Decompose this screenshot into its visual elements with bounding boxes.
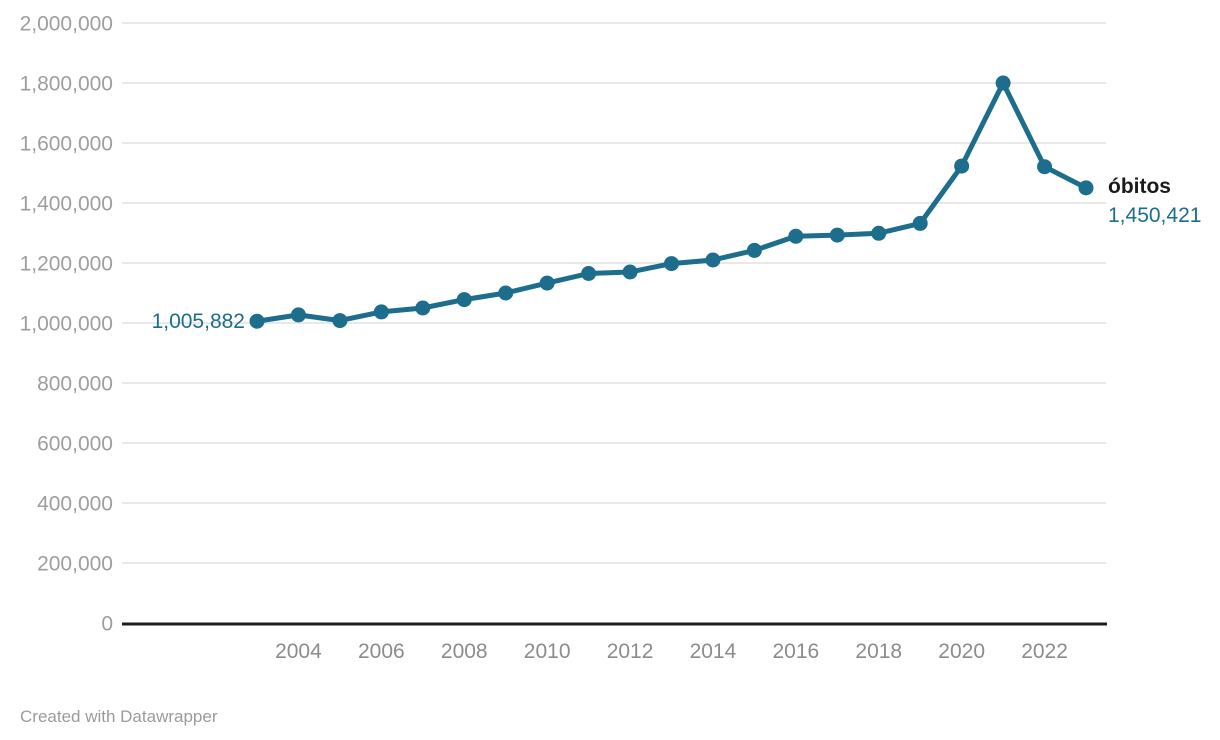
y-tick-label: 2,000,000 [20,13,113,36]
data-point-marker [912,215,928,231]
data-point-marker [415,300,431,316]
data-point-marker [664,256,679,272]
data-point-marker [871,225,887,241]
x-tick-label: 2006 [358,640,405,663]
y-tick-label: 1,800,000 [20,73,113,96]
x-tick-label: 2010 [524,640,571,663]
data-point-marker [1078,180,1094,196]
y-tick-label: 400,000 [37,493,113,516]
y-tick-label: 1,600,000 [20,133,113,156]
data-point-marker [456,292,472,308]
y-tick-label: 0 [101,613,113,636]
data-point-marker [788,228,804,244]
data-point-marker [829,227,845,243]
x-tick-label: 2008 [441,640,488,663]
series-label: óbitos [1108,175,1171,198]
y-tick-label: 600,000 [37,433,113,456]
data-point-marker [498,285,514,301]
x-tick-label: 2014 [690,640,737,663]
y-tick-label: 1,000,000 [20,313,113,336]
data-point-marker [622,264,638,280]
data-point-marker [290,307,306,323]
x-tick-label: 2004 [275,640,322,663]
y-tick-label: 200,000 [37,553,113,576]
x-tick-label: 2012 [607,640,654,663]
last-value-label: 1,450,421 [1108,204,1202,227]
x-tick-label: 2020 [938,640,985,663]
data-point-marker [373,304,389,320]
data-point-marker [746,242,762,258]
x-tick-label: 2022 [1021,640,1068,663]
data-point-marker [249,313,265,329]
x-tick-label: 2018 [855,640,902,663]
data-point-marker [1037,159,1053,175]
data-point-marker [705,252,721,268]
data-point-marker [332,313,348,329]
y-tick-label: 800,000 [37,373,113,396]
data-point-marker [581,266,597,281]
y-tick-label: 1,200,000 [20,253,113,276]
data-point-marker [539,275,555,291]
data-point-marker [954,158,970,174]
data-point-marker [995,75,1011,91]
x-tick-label: 2016 [772,640,819,663]
y-tick-label: 1,400,000 [20,193,113,216]
first-value-label: 1,005,882 [151,310,245,333]
datawrapper-attribution: Created with Datawrapper [20,707,218,726]
